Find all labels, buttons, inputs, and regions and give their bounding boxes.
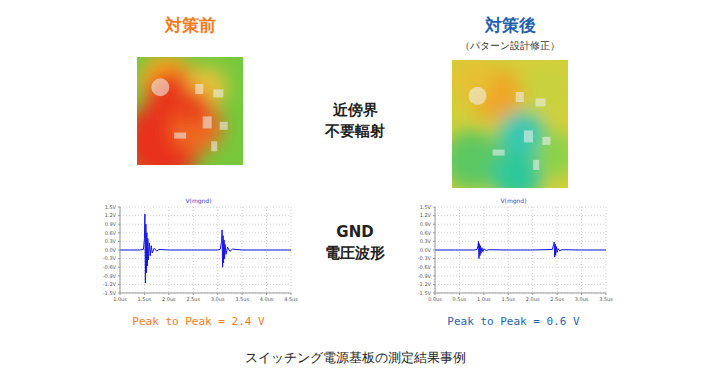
html-text:対策後: 対策後 xyxy=(484,15,536,35)
svg-text:-1.5V: -1.5V xyxy=(418,290,432,296)
svg-text:-0.9V: -0.9V xyxy=(418,273,432,279)
svg-text:0.0us: 0.0us xyxy=(428,296,442,302)
svg-text:1.0us: 1.0us xyxy=(477,296,491,302)
svg-text:1.5us: 1.5us xyxy=(501,296,515,302)
html-text:GND: GND xyxy=(336,223,374,241)
html-text:Peak to Peak = 2.4 V: Peak to Peak = 2.4 V xyxy=(132,315,265,328)
html-text:Peak to Peak = 0.6 V: Peak to Peak = 0.6 V xyxy=(447,315,580,328)
svg-text:3.5us: 3.5us xyxy=(599,296,613,302)
html-text:V(mgnd): V(mgnd) xyxy=(185,197,212,204)
svg-text:-1.2V: -1.2V xyxy=(418,281,432,287)
html-text:（パターン設計修正）: （パターン設計修正） xyxy=(460,40,560,51)
svg-text:-0.6V: -0.6V xyxy=(418,264,432,270)
svg-text:-0.9V: -0.9V xyxy=(103,273,117,279)
svg-text:0.6V: 0.6V xyxy=(420,230,432,236)
svg-text:0.9V: 0.9V xyxy=(105,221,117,227)
svg-text:0.5us: 0.5us xyxy=(453,296,467,302)
svg-text:-0.6V: -0.6V xyxy=(103,264,117,270)
svg-text:0.0V: 0.0V xyxy=(420,247,432,253)
svg-text:1.5V: 1.5V xyxy=(105,204,117,210)
svg-text:2.5us: 2.5us xyxy=(550,296,564,302)
html-text:電圧波形: 電圧波形 xyxy=(325,244,385,262)
svg-text:1.2V: 1.2V xyxy=(105,212,117,218)
svg-text:2.0us: 2.0us xyxy=(162,296,176,302)
svg-text:1.5V: 1.5V xyxy=(420,204,432,210)
html-text:スイッチング電源基板の測定結果事例: スイッチング電源基板の測定結果事例 xyxy=(244,350,466,365)
html-text:対策前: 対策前 xyxy=(164,15,216,35)
svg-text:1.2V: 1.2V xyxy=(420,212,432,218)
svg-text:1.5us: 1.5us xyxy=(138,296,152,302)
svg-text:-0.3V: -0.3V xyxy=(418,255,432,261)
svg-text:3.5us: 3.5us xyxy=(235,296,249,302)
svg-text:2.5us: 2.5us xyxy=(186,296,200,302)
svg-text:-0.3V: -0.3V xyxy=(103,255,117,261)
html-text:近傍界: 近傍界 xyxy=(332,101,378,119)
svg-text:0.3V: 0.3V xyxy=(105,238,117,244)
svg-text:3.0us: 3.0us xyxy=(575,296,589,302)
svg-text:2.0us: 2.0us xyxy=(526,296,540,302)
svg-text:3.0us: 3.0us xyxy=(211,296,225,302)
svg-text:0.9V: 0.9V xyxy=(420,221,432,227)
html-text:V(mgnd): V(mgnd) xyxy=(500,197,527,204)
html-text:不要輻射: 不要輻射 xyxy=(325,122,385,140)
svg-text:-1.2V: -1.2V xyxy=(103,281,117,287)
svg-text:1.0us: 1.0us xyxy=(113,296,127,302)
svg-text:-1.5V: -1.5V xyxy=(103,290,117,296)
svg-text:0.3V: 0.3V xyxy=(420,238,432,244)
svg-text:0.0V: 0.0V xyxy=(105,247,117,253)
svg-text:0.6V: 0.6V xyxy=(105,230,117,236)
svg-text:4.5us: 4.5us xyxy=(284,296,298,302)
svg-text:4.0us: 4.0us xyxy=(260,296,274,302)
